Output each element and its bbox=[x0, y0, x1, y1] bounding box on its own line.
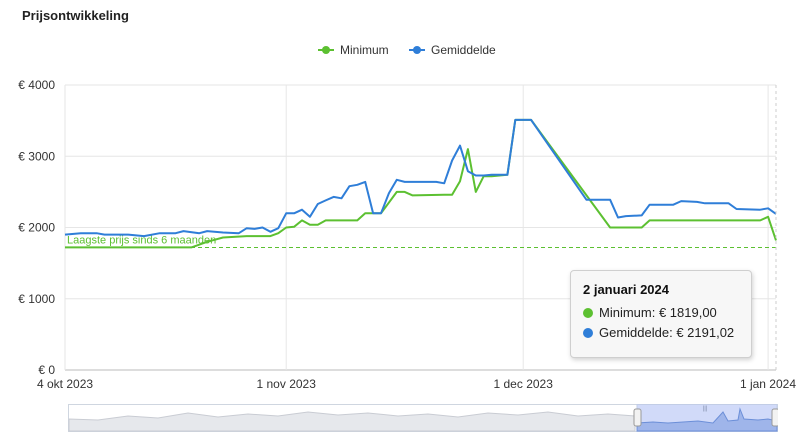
navigator-handle-right[interactable] bbox=[771, 408, 778, 427]
y-tick-label: € 2000 bbox=[18, 221, 55, 235]
tooltip-row-gemiddelde: Gemiddelde: € 2191,02 bbox=[583, 323, 739, 343]
chart-title: Prijsontwikkeling bbox=[22, 8, 129, 23]
tooltip-text-gemiddelde: Gemiddelde: € 2191,02 bbox=[599, 325, 735, 340]
legend-item-minimum[interactable]: Minimum bbox=[318, 43, 389, 57]
y-tick-labels: € 0 € 1000 € 2000 € 3000 € 4000 bbox=[18, 78, 55, 377]
series-group bbox=[64, 118, 777, 249]
x-tick-label: 1 jan 2024 bbox=[740, 377, 796, 391]
tooltip-row-minimum: Minimum: € 1819,00 bbox=[583, 303, 739, 323]
x-grid bbox=[64, 85, 769, 370]
y-tick-label: € 3000 bbox=[18, 149, 55, 163]
tooltip-date: 2 januari 2024 bbox=[583, 282, 669, 297]
y-tick-label: € 1000 bbox=[18, 292, 55, 306]
navigator-selected-series bbox=[636, 407, 778, 432]
range-navigator[interactable]: ||| bbox=[68, 404, 778, 432]
price-chart: € 0 € 1000 € 2000 € 3000 € 4000 4 okt 2023 1 … bbox=[18, 43, 796, 391]
navigator-handle-left[interactable] bbox=[633, 408, 642, 427]
series-line-minimum bbox=[65, 118, 777, 249]
tooltip-dot-gemiddelde bbox=[583, 328, 593, 338]
legend-marker-minimum bbox=[322, 46, 330, 54]
lowest-price-label: Laagste prijs sinds 6 maanden bbox=[67, 234, 216, 246]
x-tick-labels: 4 okt 2023 1 nov 2023 1 dec 2023 1 jan 2024 bbox=[37, 377, 796, 391]
tooltip-text-minimum: Minimum: € 1819,00 bbox=[599, 305, 717, 320]
tooltip: 2 januari 2024 Minimum: € 1819,00 Gemidd… bbox=[570, 270, 752, 358]
legend-group: Minimum Gemiddelde bbox=[318, 43, 496, 57]
legend-item-gemiddelde[interactable]: Gemiddelde bbox=[409, 43, 496, 57]
x-tick-label: 4 okt 2023 bbox=[37, 377, 93, 391]
legend-label-gemiddelde: Gemiddelde bbox=[431, 43, 496, 57]
navigator-grip-icon: ||| bbox=[703, 406, 708, 412]
navigator-history-shape bbox=[68, 411, 636, 432]
y-tick-label: € 4000 bbox=[18, 78, 55, 92]
y-grid bbox=[65, 84, 776, 371]
plot-line-group: Laagste prijs sinds 6 maanden bbox=[65, 234, 776, 248]
tooltip-dot-minimum bbox=[583, 308, 593, 318]
y-tick-label: € 0 bbox=[38, 363, 55, 377]
x-tick-label: 1 dec 2023 bbox=[494, 377, 554, 391]
legend-marker-gemiddelde bbox=[413, 46, 421, 54]
x-tick-label: 1 nov 2023 bbox=[257, 377, 317, 391]
legend-label-minimum: Minimum bbox=[340, 43, 389, 57]
series-line-gemiddelde bbox=[64, 118, 777, 238]
